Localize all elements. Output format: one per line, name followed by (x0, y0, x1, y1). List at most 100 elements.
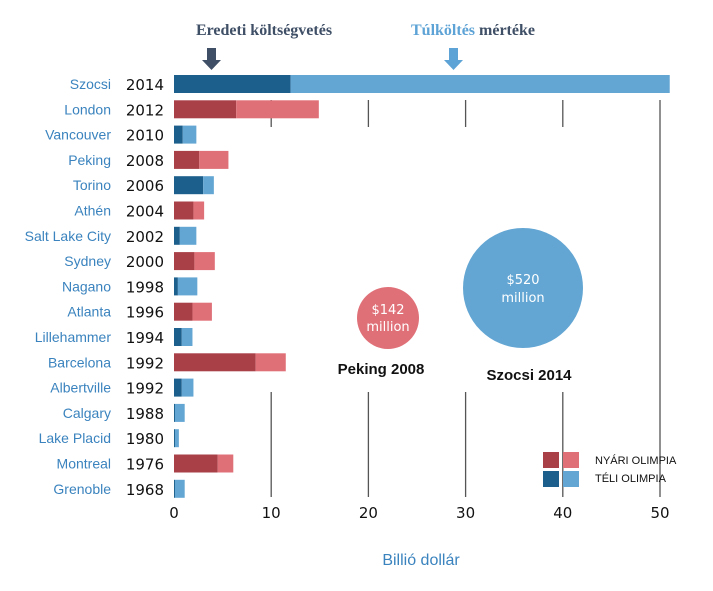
city-label-8: Nagano (62, 278, 111, 294)
year-label-14: 1980 (126, 430, 164, 448)
year-label-1: 2012 (126, 101, 164, 119)
bubble-szocsi (463, 228, 583, 348)
year-labels: 2014 2012 2010 2008 2006 2004 2002 2000 1998 1996… (126, 76, 164, 499)
city-label-5: Athén (74, 203, 111, 219)
city-label-4: Torino (73, 177, 111, 193)
bar-overrun-13 (174, 403, 185, 422)
year-label-13: 1988 (126, 405, 164, 423)
city-label-16: Grenoble (53, 481, 111, 497)
bar-original-15 (174, 454, 218, 473)
bar-original-8 (174, 277, 178, 296)
bar-original-13 (174, 403, 175, 422)
bar-original-4 (174, 176, 204, 195)
bar-original-0 (174, 75, 291, 93)
x-axis-label: Billió dollár (382, 552, 460, 569)
bubble-peking-value: $142 (371, 303, 404, 318)
x-tick-labels: 0 10 20 30 40 50 (169, 504, 669, 522)
bar-original-16 (174, 479, 175, 498)
city-label-12: Albertville (50, 380, 111, 396)
year-label-9: 1996 (126, 304, 164, 322)
bar-overrun-11 (255, 353, 286, 372)
bar-overrun-3 (199, 150, 229, 169)
city-label-14: Lake Placid (39, 430, 111, 446)
legend-winter-light-swatch (563, 471, 579, 487)
year-label-15: 1976 (126, 456, 164, 474)
x-tick-40: 40 (553, 504, 572, 522)
bar-original-1 (174, 100, 237, 119)
bar-original-14 (174, 429, 175, 448)
bar-overrun-7 (194, 252, 215, 271)
legend-winter-label: TÉLI OLIMPIA (595, 472, 667, 485)
year-label-3: 2008 (126, 152, 164, 170)
bar-overrun-1 (236, 100, 319, 119)
city-label-2: Vancouver (45, 127, 111, 143)
bar-overrun-12 (181, 378, 194, 397)
legend: NYÁRI OLIMPIA TÉLI OLIMPIA (543, 452, 677, 487)
bar-original-7 (174, 252, 195, 271)
bar-overrun-15 (217, 454, 234, 473)
bubble-peking-unit: million (366, 320, 409, 335)
bar-overrun-4 (203, 176, 214, 195)
year-label-16: 1968 (126, 481, 164, 499)
bar-original-5 (174, 201, 194, 220)
x-tick-10: 10 (262, 504, 281, 522)
bubble-szocsi-value: $520 (506, 273, 539, 288)
year-label-11: 1992 (126, 354, 164, 372)
year-label-0: 2014 (126, 76, 164, 94)
bar-original-12 (174, 378, 182, 397)
city-label-0: Szocsi (70, 76, 111, 92)
bar-overrun-6 (179, 226, 197, 245)
city-labels: Szocsi London Vancouver Peking Torino Athén Sa… (25, 76, 112, 497)
bar-original-6 (174, 226, 180, 245)
bar-original-3 (174, 150, 200, 169)
x-tick-30: 30 (456, 504, 475, 522)
year-label-8: 1998 (126, 278, 164, 296)
legend-summer-label: NYÁRI OLIMPIA (595, 454, 677, 467)
down-arrow-icon (202, 48, 221, 70)
city-label-11: Barcelona (48, 354, 111, 370)
down-arrow-icon (444, 48, 463, 70)
bar-original-9 (174, 302, 193, 321)
x-tick-50: 50 (650, 504, 669, 522)
year-label-6: 2002 (126, 228, 164, 246)
gridlines (270, 100, 661, 497)
bar-original-10 (174, 328, 182, 346)
city-label-15: Montreal (57, 456, 111, 472)
bubble-peking-label: Peking 2008 (338, 361, 425, 378)
year-label-12: 1992 (126, 380, 164, 398)
bar-overrun-0 (290, 75, 670, 93)
year-label-4: 2006 (126, 177, 164, 195)
overrun-header: Túlköltés mértéke (411, 22, 535, 39)
bar-overrun-9 (192, 302, 212, 321)
bar-original-11 (174, 353, 256, 372)
bars (174, 75, 670, 498)
bar-overrun-14 (174, 429, 179, 448)
overrun-header-word: Túlköltés (411, 22, 475, 39)
bar-overrun-16 (174, 479, 185, 498)
legend-summer-dark-swatch (543, 452, 559, 468)
bar-overrun-8 (177, 277, 198, 296)
city-label-10: Lillehammer (35, 329, 112, 345)
x-tick-0: 0 (169, 504, 179, 522)
city-label-9: Atlanta (67, 304, 111, 320)
overrun-header-rest: mértéke (479, 22, 535, 39)
original-budget-header: Eredeti költségvetés (196, 22, 332, 39)
bar-overrun-5 (193, 201, 205, 220)
bar-overrun-2 (182, 125, 197, 144)
year-label-2: 2010 (126, 127, 164, 145)
x-tick-20: 20 (359, 504, 378, 522)
year-label-10: 1994 (126, 329, 164, 347)
bubble-szocsi-label: Szocsi 2014 (486, 367, 572, 384)
city-label-13: Calgary (63, 405, 111, 421)
year-label-5: 2004 (126, 203, 164, 221)
legend-summer-light-swatch (563, 452, 579, 468)
city-label-7: Sydney (64, 253, 111, 269)
year-label-7: 2000 (126, 253, 164, 271)
city-label-1: London (64, 101, 111, 117)
city-label-6: Salt Lake City (25, 228, 111, 244)
bar-overrun-10 (181, 328, 193, 346)
bubble-szocsi-unit: million (501, 291, 544, 306)
legend-winter-dark-swatch (543, 471, 559, 487)
city-label-3: Peking (68, 152, 111, 168)
